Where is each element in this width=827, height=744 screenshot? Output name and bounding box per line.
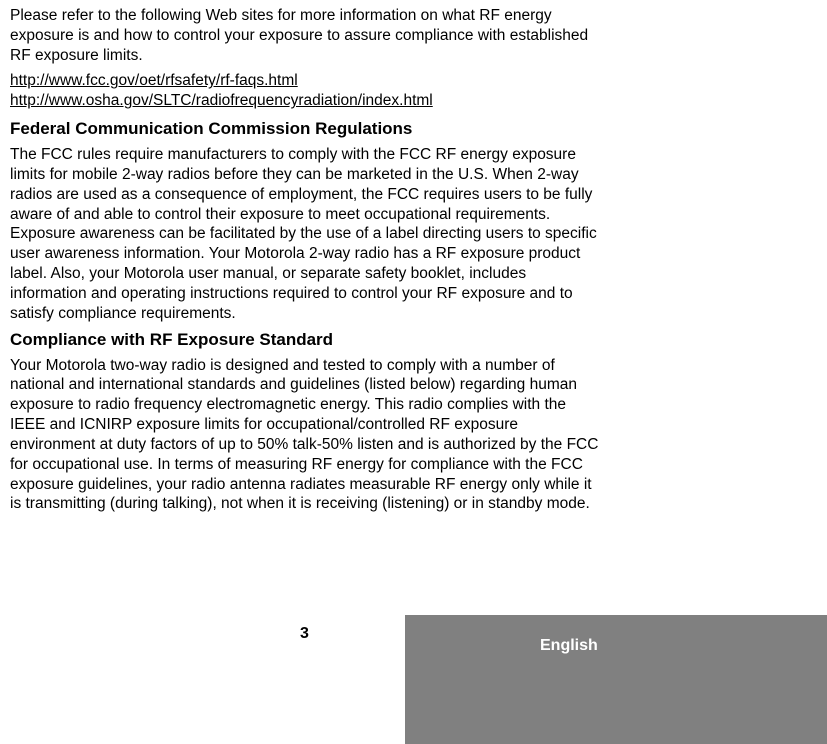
fcc-regulations-heading: Federal Communication Commission Regulat…	[10, 119, 600, 139]
page-number: 3	[300, 625, 309, 643]
intro-paragraph: Please refer to the following Web sites …	[10, 6, 600, 65]
fcc-regulations-paragraph: The FCC rules require manufacturers to c…	[10, 145, 600, 323]
osha-link[interactable]: http://www.osha.gov/SLTC/radiofrequencyr…	[10, 91, 600, 111]
document-page: Please refer to the following Web sites …	[0, 0, 827, 744]
rf-compliance-paragraph: Your Motorola two-way radio is designed …	[10, 356, 600, 515]
rf-compliance-heading: Compliance with RF Exposure Standard	[10, 330, 600, 350]
fcc-link[interactable]: http://www.fcc.gov/oet/rfsafety/rf-faqs.…	[10, 71, 600, 91]
language-label: English	[540, 637, 598, 655]
language-bar: English	[405, 615, 827, 744]
links-block: http://www.fcc.gov/oet/rfsafety/rf-faqs.…	[10, 71, 817, 111]
